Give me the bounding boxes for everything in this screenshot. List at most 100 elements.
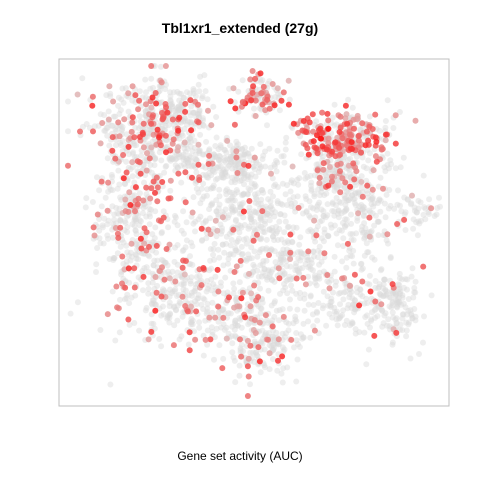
data-point (333, 310, 340, 317)
data-point (103, 124, 110, 131)
data-point (314, 167, 321, 174)
data-point (257, 236, 264, 243)
data-point (152, 155, 159, 161)
data-point (321, 250, 328, 257)
data-point (182, 169, 189, 176)
data-point (285, 77, 292, 84)
data-point (365, 249, 372, 256)
data-point (212, 176, 219, 183)
data-point (238, 201, 245, 208)
data-point (383, 291, 390, 298)
data-point (382, 131, 389, 138)
data-point (168, 154, 175, 161)
data-point (246, 255, 253, 262)
data-point (303, 209, 310, 216)
data-point (391, 205, 398, 212)
data-point (237, 316, 244, 323)
data-point (125, 164, 132, 171)
data-point (172, 162, 179, 169)
data-point (109, 122, 116, 129)
data-point (381, 164, 388, 171)
data-point (249, 90, 256, 96)
data-point (395, 301, 401, 308)
data-point (109, 174, 116, 180)
data-point (148, 300, 155, 307)
data-point (172, 244, 178, 251)
data-point (404, 311, 410, 318)
data-point (330, 289, 336, 296)
data-point (301, 291, 308, 298)
data-point (152, 90, 159, 96)
data-point (132, 227, 139, 234)
data-point (283, 330, 289, 337)
data-point (373, 138, 380, 145)
data-point (202, 317, 209, 324)
data-point (152, 155, 159, 162)
data-point (165, 224, 172, 231)
data-point (334, 184, 341, 191)
data-point (266, 145, 273, 152)
data-point (267, 188, 274, 195)
data-point (152, 301, 159, 308)
data-point (361, 252, 368, 259)
data-point (220, 262, 227, 269)
data-point (122, 196, 129, 203)
data-point (314, 132, 320, 139)
data-point (228, 205, 235, 212)
data-point (118, 127, 125, 134)
data-point (131, 217, 138, 224)
data-point (273, 329, 280, 336)
data-point (159, 126, 166, 132)
data-point (294, 176, 301, 183)
data-point (362, 314, 369, 320)
data-point (279, 344, 286, 351)
data-point (212, 284, 219, 291)
data-point (246, 308, 253, 315)
data-point (99, 224, 106, 231)
data-point (150, 262, 157, 269)
data-point (189, 209, 196, 216)
data-point (308, 187, 315, 194)
data-point (381, 276, 388, 283)
data-point (284, 238, 291, 245)
data-point (251, 359, 258, 365)
data-point (153, 289, 160, 296)
data-point (250, 261, 257, 268)
data-point (231, 121, 238, 128)
data-point (248, 308, 254, 314)
data-point (259, 208, 266, 215)
x-axis-label: Gene set activity (AUC) (177, 449, 303, 463)
data-point (276, 275, 283, 282)
data-point (148, 104, 155, 111)
data-point (171, 322, 178, 329)
data-point (169, 103, 176, 110)
data-point (296, 269, 302, 276)
data-point (347, 252, 354, 259)
data-point (238, 243, 245, 250)
data-point (203, 288, 210, 295)
data-point (101, 215, 108, 222)
data-point (244, 150, 251, 157)
data-point (313, 282, 320, 289)
data-point (255, 222, 262, 228)
data-point (188, 103, 195, 110)
data-point (195, 148, 202, 154)
data-point (89, 199, 96, 205)
data-point (411, 207, 418, 214)
data-point (244, 337, 251, 344)
data-point (268, 343, 275, 350)
data-point (366, 229, 372, 235)
data-point (102, 127, 109, 134)
data-point (180, 230, 187, 237)
data-point (209, 329, 216, 336)
data-point (399, 311, 406, 318)
data-point (165, 122, 172, 129)
data-point (368, 317, 375, 324)
data-point (125, 316, 132, 323)
data-point (232, 105, 239, 112)
data-point (232, 379, 239, 386)
data-point (302, 141, 309, 148)
data-point (165, 195, 172, 202)
data-point (178, 333, 185, 340)
data-point (190, 194, 197, 201)
